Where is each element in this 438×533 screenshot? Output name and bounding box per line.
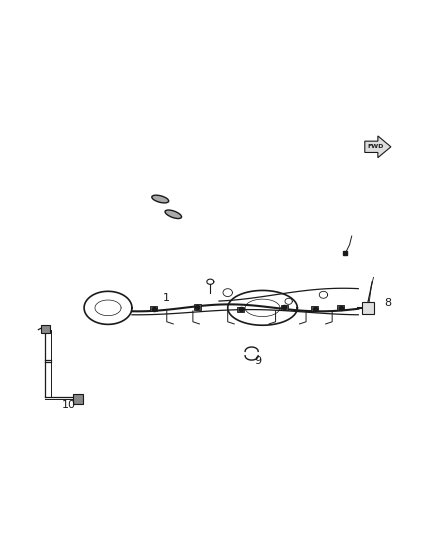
Ellipse shape bbox=[152, 195, 169, 203]
Bar bbox=[194, 304, 201, 310]
Ellipse shape bbox=[165, 210, 182, 219]
Bar bbox=[237, 306, 244, 312]
Polygon shape bbox=[365, 136, 391, 158]
Text: 1: 1 bbox=[162, 293, 170, 303]
Bar bbox=[41, 325, 50, 333]
FancyBboxPatch shape bbox=[362, 302, 374, 314]
Bar bbox=[281, 305, 288, 310]
Bar bbox=[150, 306, 157, 311]
Text: 9: 9 bbox=[254, 357, 261, 366]
Text: 10: 10 bbox=[62, 400, 76, 410]
Text: 8: 8 bbox=[385, 297, 392, 308]
Bar bbox=[311, 306, 318, 311]
Bar bbox=[337, 305, 344, 310]
Text: FWD: FWD bbox=[367, 144, 384, 149]
Bar bbox=[73, 394, 83, 403]
